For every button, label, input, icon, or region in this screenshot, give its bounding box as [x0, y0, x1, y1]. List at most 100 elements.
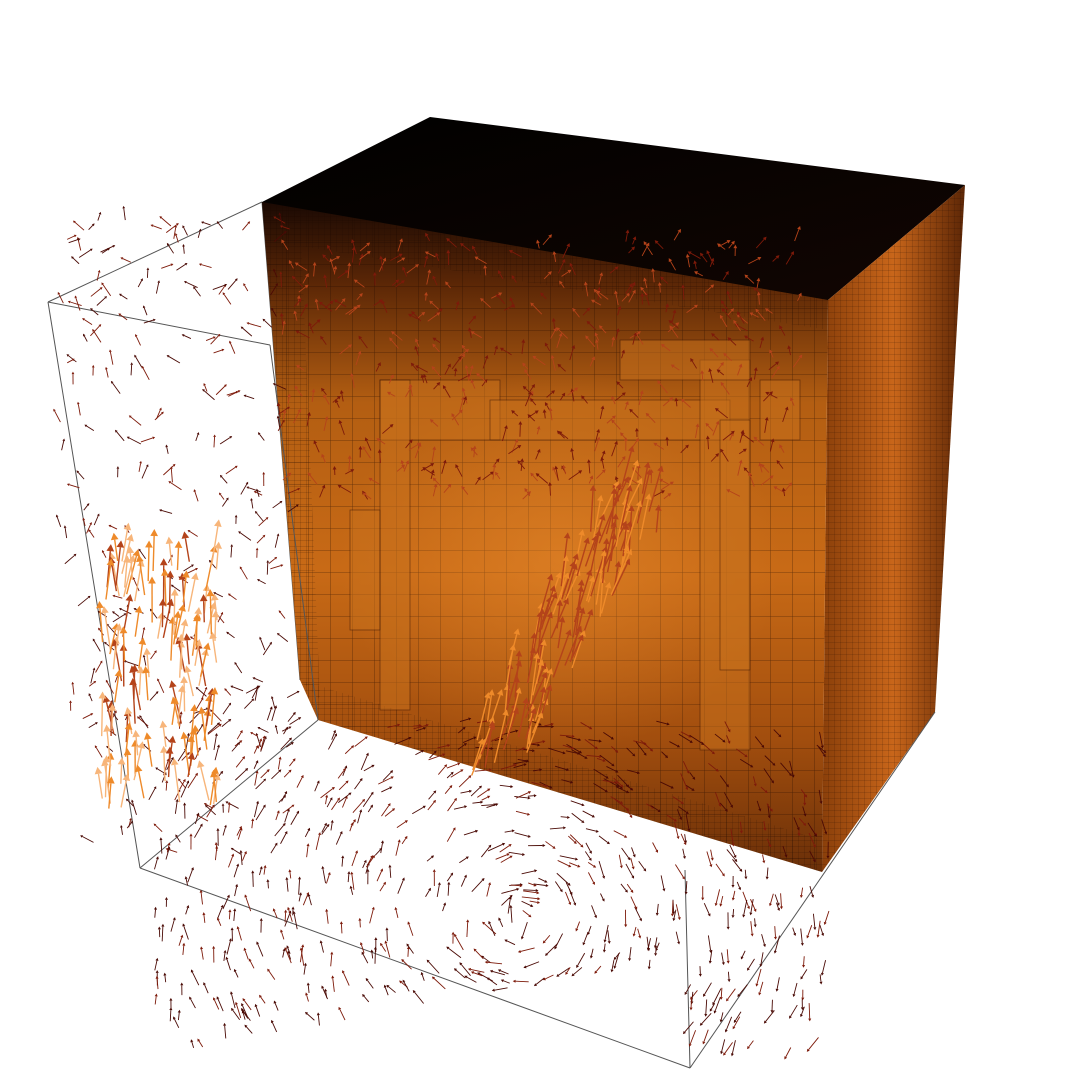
velocity-arrow [556, 430, 565, 439]
velocity-arrow [251, 870, 255, 887]
velocity-arrow [327, 733, 337, 750]
velocity-arrow [308, 322, 314, 334]
velocity-arrow [257, 738, 263, 749]
velocity-arrow [97, 211, 102, 221]
velocity-arrow [234, 514, 238, 524]
velocity-arrow [729, 844, 737, 859]
velocity-arrow [362, 446, 371, 459]
velocity-arrow [397, 238, 403, 252]
velocity-arrow [123, 555, 131, 588]
velocity-arrow [525, 671, 548, 719]
velocity-arrow [611, 440, 618, 457]
velocity-arrow [347, 871, 351, 883]
velocity-arrow [297, 876, 302, 895]
velocity-arrow [233, 968, 239, 978]
velocity-arrow [442, 385, 451, 398]
velocity-arrow [134, 354, 143, 368]
velocity-arrow [512, 759, 529, 765]
velocity-arrow [530, 398, 537, 406]
velocity-arrow [212, 283, 228, 290]
velocity-arrow [771, 365, 780, 379]
velocity-arrow [620, 484, 633, 530]
velocity-arrow [720, 381, 730, 395]
velocity-arrow [415, 365, 428, 373]
velocity-arrow [708, 949, 713, 964]
velocity-arrow [118, 608, 132, 615]
velocity-arrow [348, 304, 361, 316]
velocity-arrow [821, 819, 828, 835]
velocity-arrow [242, 221, 251, 231]
velocity-arrow [755, 236, 767, 249]
velocity-arrow [816, 744, 827, 753]
velocity-arrow [254, 770, 259, 786]
velocity-arrow [472, 738, 485, 771]
velocity-arrow [467, 327, 472, 338]
velocity-arrow [212, 997, 220, 1010]
velocity-arrow [216, 828, 220, 846]
velocity-arrow [808, 1003, 812, 1022]
velocity-arrow [773, 729, 782, 738]
velocity-arrow [575, 921, 581, 932]
velocity-arrow [177, 685, 186, 724]
velocity-arrow [143, 318, 156, 324]
velocity-arrow [684, 984, 692, 995]
velocity-arrow [159, 509, 173, 514]
velocity-arrow [211, 519, 222, 566]
velocity-arrow [647, 959, 651, 970]
velocity-arrow [581, 395, 588, 404]
velocity-arrow [486, 803, 499, 809]
velocity-arrow [482, 471, 494, 481]
velocity-arrow [304, 1011, 315, 1021]
velocity-arrow [414, 345, 419, 356]
velocity-arrow [618, 854, 623, 869]
velocity-arrow [628, 946, 632, 962]
velocity-arrow [287, 906, 293, 922]
velocity-arrow [576, 537, 590, 577]
velocity-arrow [435, 252, 440, 261]
velocity-arrow [576, 952, 586, 968]
velocity-arrow [356, 292, 363, 301]
velocity-arrow [661, 751, 669, 759]
velocity-arrow [274, 231, 287, 242]
velocity-arrow [162, 598, 175, 639]
velocity-arrow [702, 1029, 709, 1045]
velocity-arrow [759, 952, 764, 967]
velocity-arrow [417, 311, 426, 319]
velocity-arrow [808, 832, 816, 848]
velocity-arrow [118, 313, 128, 321]
velocity-arrow [170, 696, 181, 727]
velocity-arrow [207, 722, 221, 734]
velocity-arrow [628, 505, 635, 552]
velocity-arrow [599, 405, 605, 419]
velocity-arrow [548, 481, 552, 496]
velocity-arrow [495, 853, 510, 860]
velocity-arrow [143, 647, 152, 678]
velocity-arrow [298, 284, 309, 293]
velocity-arrow [425, 887, 431, 898]
velocity-arrow [193, 286, 201, 297]
velocity-arrow [403, 460, 410, 472]
velocity-arrow [779, 325, 786, 336]
mesh-panel [379, 379, 411, 711]
velocity-arrow [749, 899, 754, 916]
velocity-arrow [425, 232, 430, 242]
velocity-arrow [806, 925, 813, 939]
velocity-arrow [159, 720, 168, 747]
velocity-arrow [568, 835, 577, 844]
velocity-arrow [593, 288, 602, 299]
velocity-arrow [139, 715, 149, 729]
velocity-arrow [724, 792, 733, 808]
velocity-arrow [266, 560, 270, 575]
velocity-arrow [156, 407, 162, 420]
velocity-arrow [806, 1037, 819, 1052]
velocity-arrow [306, 982, 310, 994]
velocity-arrow [350, 871, 355, 890]
velocity-arrow [535, 473, 549, 484]
velocity-arrow [240, 326, 253, 337]
velocity-arrow [660, 781, 674, 789]
velocity-arrow [101, 282, 112, 297]
velocity-arrow [596, 758, 606, 762]
velocity-arrow [486, 689, 495, 722]
velocity-arrow [112, 611, 120, 617]
